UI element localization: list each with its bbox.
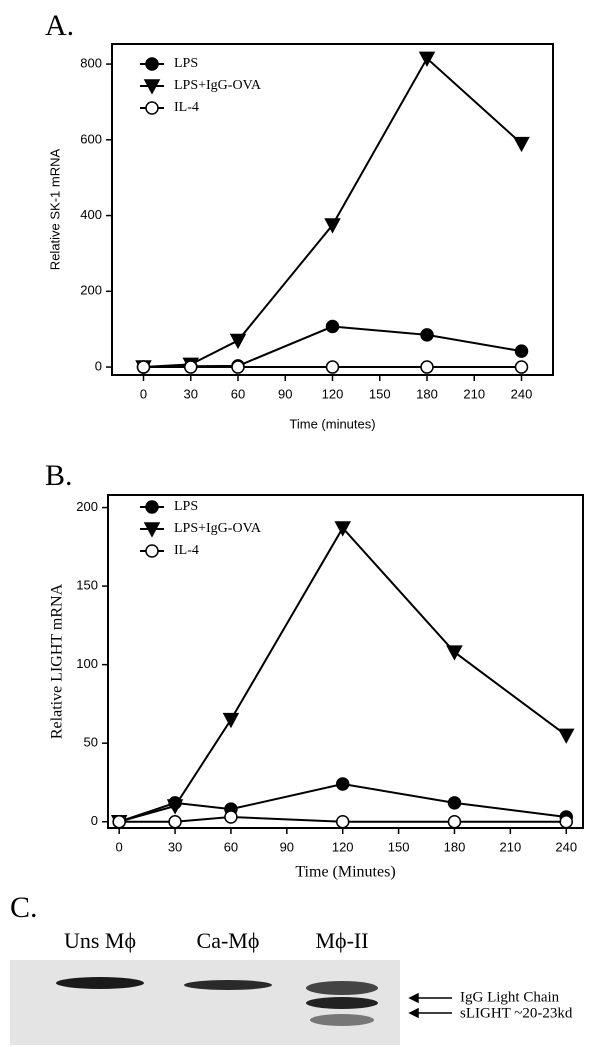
y-tick-label: 100	[76, 656, 98, 671]
legend-label: LPS+IgG-OVA	[174, 78, 262, 93]
blot-band	[310, 1014, 374, 1026]
legend-label: LPS+IgG-OVA	[174, 521, 262, 536]
x-tick-label: 240	[555, 839, 577, 854]
band-label: IgG Light Chain	[460, 989, 560, 1005]
marker	[334, 521, 351, 537]
marker	[418, 51, 436, 67]
marker	[231, 360, 245, 374]
marker	[335, 777, 350, 791]
panel-label: C.	[10, 891, 38, 924]
y-tick-label: 600	[80, 131, 102, 146]
marker	[112, 814, 126, 829]
legend-label: LPS	[174, 56, 198, 71]
marker	[513, 136, 530, 153]
x-tick-label: 0	[140, 386, 147, 401]
marker	[557, 728, 575, 744]
blot-band	[306, 981, 378, 995]
marker	[222, 712, 240, 729]
marker	[514, 344, 529, 358]
lane-label: Mϕ-II	[315, 928, 368, 953]
marker	[136, 360, 151, 374]
arrows	[408, 992, 452, 1019]
x-tick-label: 210	[500, 839, 522, 854]
lane-label: Uns Mϕ	[64, 928, 136, 953]
blot-band	[306, 997, 378, 1009]
legend-marker	[145, 101, 159, 115]
y-tick-label: 0	[91, 813, 98, 828]
x-tick-label: 90	[280, 839, 294, 854]
x-tick-label: 240	[511, 386, 533, 401]
marker	[420, 328, 434, 342]
plot-frame	[107, 494, 584, 829]
y-tick-label: 150	[76, 578, 98, 593]
y-tick-label: 200	[76, 499, 98, 514]
panel-label: A.	[45, 9, 74, 42]
marker	[447, 814, 462, 829]
x-tick-label: 180	[444, 839, 466, 854]
marker	[184, 360, 198, 374]
legend-marker	[145, 57, 159, 71]
legend-label: IL-4	[174, 543, 199, 558]
series-line	[119, 816, 567, 823]
marker	[420, 360, 434, 374]
lane-label: Ca-Mϕ	[197, 928, 260, 953]
legend-marker	[143, 522, 161, 538]
marker	[514, 360, 529, 374]
legend-marker	[145, 544, 159, 558]
x-tick-label: 120	[332, 839, 354, 854]
marker	[446, 645, 463, 661]
x-tick-label: 60	[231, 386, 245, 401]
legend-marker	[145, 500, 159, 514]
x-tick-label: 210	[463, 386, 485, 401]
marker	[166, 799, 184, 815]
series-line	[118, 783, 567, 823]
x-tick-label: 60	[224, 839, 238, 854]
y-tick-label: 200	[80, 283, 102, 298]
x-tick-label: 30	[168, 839, 182, 854]
x-tick-label: 150	[388, 839, 410, 854]
marker	[224, 810, 238, 824]
marker	[229, 333, 247, 350]
x-tick-label: 30	[184, 386, 198, 401]
marker	[447, 796, 462, 810]
x-tick-label: 120	[322, 386, 344, 401]
y-axis-label: Relative LIGHT mRNA	[49, 583, 66, 739]
legend-marker	[143, 79, 161, 95]
panel-label: B.	[45, 459, 73, 492]
x-tick-label: 180	[416, 386, 438, 401]
marker	[335, 814, 350, 829]
x-tick-label: 90	[278, 386, 292, 401]
x-axis-label: Time (minutes)	[289, 416, 375, 431]
x-axis-label: Time (Minutes)	[295, 864, 395, 881]
marker	[168, 814, 182, 829]
blot-band	[184, 980, 272, 990]
series-line	[118, 526, 567, 823]
y-axis-label: Relative SK-1 mRNA	[47, 148, 62, 270]
y-tick-label: 50	[84, 735, 98, 750]
x-tick-label: 150	[369, 386, 391, 401]
legend-label: LPS	[174, 499, 198, 514]
band-label: sLIGHT ~20-23kd	[460, 1005, 573, 1021]
legend-label: IL-4	[174, 100, 199, 115]
marker	[325, 360, 340, 374]
y-tick-label: 0	[95, 358, 102, 373]
marker	[324, 218, 341, 234]
y-tick-label: 800	[80, 56, 102, 71]
marker	[559, 814, 573, 829]
blot-band	[56, 977, 144, 989]
x-tick-label: 0	[116, 839, 123, 854]
marker	[325, 319, 340, 334]
series-line	[143, 56, 523, 369]
y-tick-label: 400	[80, 207, 102, 222]
